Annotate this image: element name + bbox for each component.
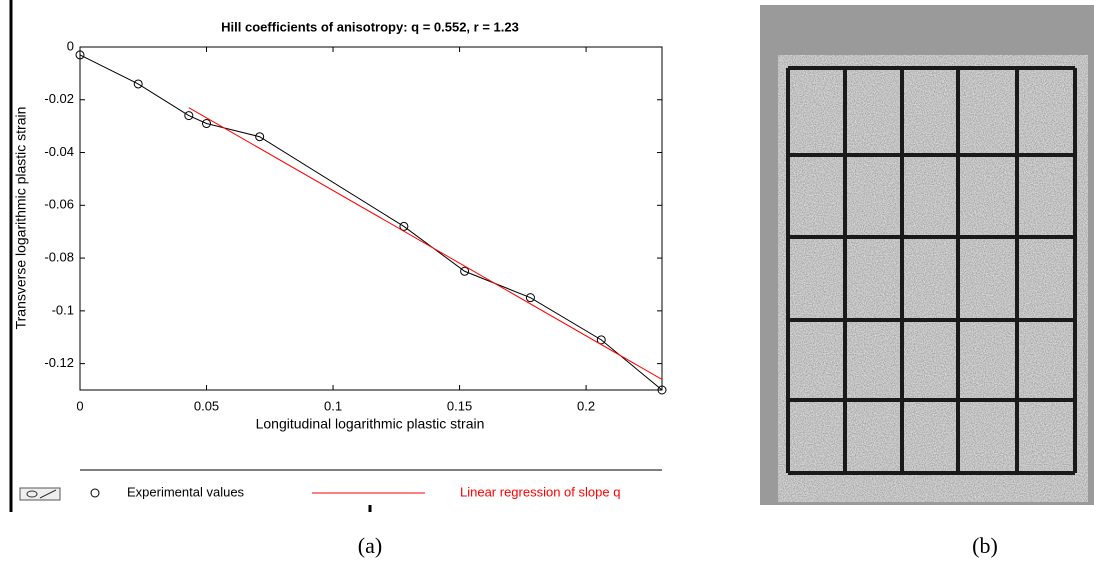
caption-b: (b) bbox=[972, 533, 998, 558]
y-tick-label: -0.04 bbox=[44, 144, 74, 159]
plot-frame bbox=[79, 46, 663, 391]
x-tick-label: 0.1 bbox=[324, 398, 342, 413]
data-point bbox=[255, 132, 265, 142]
legend-label: Experimental values bbox=[127, 484, 245, 499]
y-tick-label: -0.02 bbox=[44, 91, 74, 106]
x-axis-label: Longitudinal logarithmic plastic strain bbox=[256, 416, 485, 432]
y-tick-label: -0.12 bbox=[44, 355, 74, 370]
x-tick-label: 0.05 bbox=[194, 398, 219, 413]
legend-icon bbox=[19, 487, 61, 501]
data-point bbox=[525, 293, 535, 303]
x-tick-label: 0.15 bbox=[447, 398, 472, 413]
y-tick-label: 0 bbox=[67, 38, 74, 53]
x-tick-label: 0 bbox=[76, 398, 83, 413]
y-tick-label: -0.06 bbox=[44, 197, 74, 212]
data-point bbox=[133, 79, 143, 89]
data-point bbox=[184, 111, 194, 121]
series-line bbox=[79, 54, 663, 391]
data-point bbox=[202, 119, 212, 129]
specimen-photo bbox=[760, 5, 1094, 505]
y-tick-label: -0.08 bbox=[44, 250, 74, 265]
data-point bbox=[657, 385, 667, 395]
y-axis-label: Transverse logarithmic plastic strain bbox=[13, 107, 29, 330]
y-tick-label: -0.1 bbox=[52, 302, 74, 317]
series-line bbox=[188, 107, 663, 380]
x-tick-label: 0.2 bbox=[577, 398, 595, 413]
data-point bbox=[399, 221, 409, 231]
caption-a: (a) bbox=[358, 533, 382, 558]
data-point bbox=[596, 335, 606, 345]
legend-label: Linear regression of slope q bbox=[460, 484, 620, 499]
chart-title: Hill coefficients of anisotropy: q = 0.5… bbox=[221, 19, 519, 34]
data-point bbox=[75, 50, 85, 60]
data-point bbox=[460, 266, 470, 276]
legend-marker bbox=[90, 488, 100, 498]
